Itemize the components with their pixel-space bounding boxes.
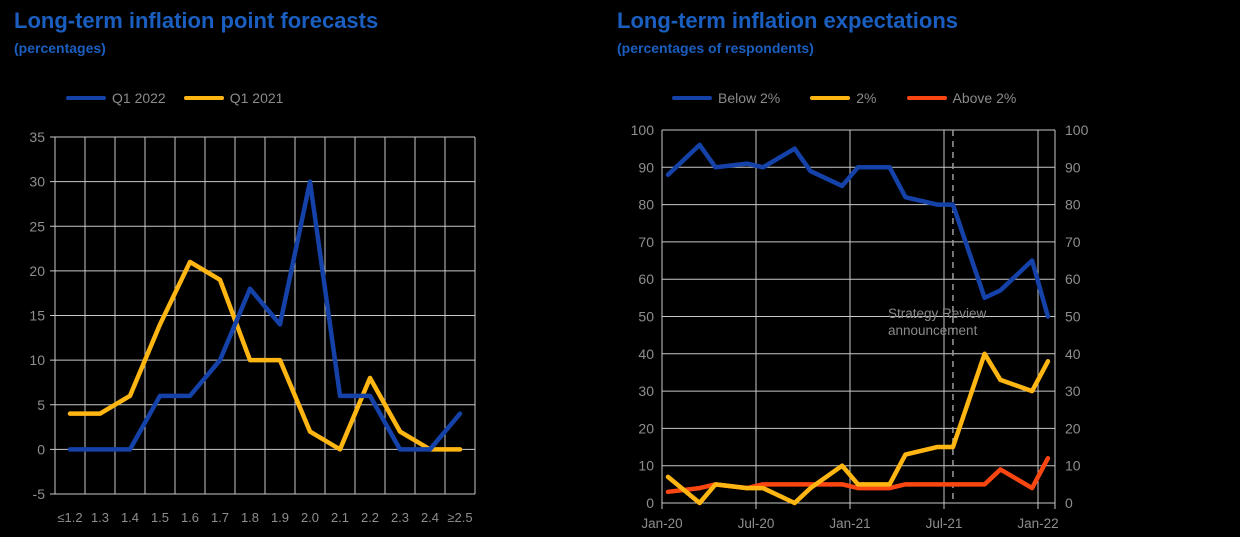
right-chart-subtitle: (percentages of respondents)	[617, 40, 814, 56]
svg-text:90: 90	[1065, 159, 1081, 175]
left-grid	[54, 136, 476, 495]
svg-text:≤1.2: ≤1.2	[57, 510, 82, 525]
svg-text:30: 30	[638, 383, 654, 399]
svg-text:10: 10	[1065, 458, 1081, 474]
svg-text:Jan-20: Jan-20	[641, 516, 682, 531]
strategy-review-annotation-line1: Strategy Review	[888, 306, 987, 321]
svg-text:0: 0	[37, 441, 45, 457]
svg-text:1.8: 1.8	[241, 510, 259, 525]
svg-text:100: 100	[631, 122, 655, 138]
svg-text:0: 0	[1065, 495, 1073, 511]
svg-text:70: 70	[638, 234, 654, 250]
svg-text:25: 25	[29, 218, 45, 234]
q1-2021-line	[67, 259, 463, 452]
legend-item-two-pct: 2%	[810, 90, 877, 106]
right-chart-right-y-labels: 0 10 20 30 40 50 60 70 80 90 100	[1065, 122, 1089, 511]
svg-text:20: 20	[29, 263, 45, 279]
right-chart-left-y-labels: 0 10 20 30 40 50 60 70 80 90 100	[631, 122, 655, 511]
right-chart-legend: Below 2% 2% Above 2%	[672, 90, 1016, 106]
two-pct-legend-label: 2%	[856, 90, 877, 106]
left-x-axis-labels: ≤1.2 1.3 1.4 1.5 1.6 1.7 1.8 1.9 2.0 2.1 2.2 2.3 2.4…	[57, 510, 472, 525]
svg-text:2.4: 2.4	[421, 510, 439, 525]
svg-text:1.9: 1.9	[271, 510, 289, 525]
q1-2022-swatch	[66, 95, 106, 101]
legend-item-q1-2022: Q1 2022	[66, 90, 166, 106]
left-chart-title: Long-term inflation point forecasts	[14, 8, 379, 33]
below-2-line	[665, 142, 1051, 319]
svg-text:≥2.5: ≥2.5	[447, 510, 472, 525]
legend-item-q1-2021: Q1 2021	[183, 90, 284, 106]
2-line	[665, 351, 1051, 506]
left-y-axis-labels: -5 0 5 10 15 20 25 30 35	[29, 129, 45, 502]
svg-text:30: 30	[1065, 383, 1081, 399]
svg-text:30: 30	[29, 174, 45, 190]
svg-text:80: 80	[1065, 197, 1081, 213]
svg-text:Jan-22: Jan-22	[1017, 516, 1058, 531]
svg-text:1.4: 1.4	[121, 510, 139, 525]
svg-text:70: 70	[1065, 234, 1081, 250]
svg-text:60: 60	[1065, 271, 1081, 287]
svg-text:1.7: 1.7	[211, 510, 229, 525]
legend-item-below-2pct: Below 2%	[672, 90, 780, 106]
right-axis-ticks	[661, 503, 1056, 509]
q1-2022-legend-label: Q1 2022	[112, 90, 166, 106]
left-chart-subtitle: (percentages)	[14, 40, 106, 56]
svg-text:20: 20	[638, 420, 654, 436]
svg-text:10: 10	[29, 352, 45, 368]
right-grid	[661, 129, 1056, 504]
two-pct-swatch	[810, 95, 851, 101]
svg-text:10: 10	[638, 458, 654, 474]
svg-text:2.0: 2.0	[301, 510, 319, 525]
svg-text:80: 80	[638, 197, 654, 213]
q1-2021-legend-label: Q1 2021	[229, 90, 284, 106]
svg-text:15: 15	[29, 308, 45, 324]
left-chart-legend: Q1 2022 Q1 2021	[66, 90, 283, 106]
svg-text:Jul-21: Jul-21	[926, 516, 963, 531]
svg-text:50: 50	[638, 309, 654, 325]
legend-item-above-2pct: Above 2%	[906, 90, 1017, 106]
svg-text:-5: -5	[33, 486, 46, 502]
right-x-axis-labels: Jan-20 Jul-20 Jan-21 Jul-21 Jan-22	[641, 516, 1058, 531]
svg-text:20: 20	[1065, 420, 1081, 436]
left-chart-plot: -5 0 5 10 15 20 25 30 35 ≤1.2 1.3 1.4 1.5 1.6 1.7 1.8 1.…	[29, 129, 476, 525]
right-chart-title: Long-term inflation expectations	[617, 8, 959, 33]
svg-text:Jan-21: Jan-21	[829, 516, 870, 531]
right-chart-plot: 0 10 20 30 40 50 60 70 80 90 100 0 10 20 30 40 50 60 70 80 9…	[631, 122, 1089, 531]
above-2pct-swatch	[906, 95, 947, 101]
svg-text:40: 40	[1065, 346, 1081, 362]
below-2pct-swatch	[672, 95, 712, 101]
strategy-review-annotation-line2: announcement	[888, 323, 978, 338]
svg-text:1.5: 1.5	[151, 510, 169, 525]
svg-text:Jul-20: Jul-20	[738, 516, 775, 531]
svg-text:0: 0	[646, 495, 654, 511]
svg-text:2.3: 2.3	[391, 510, 409, 525]
svg-text:100: 100	[1065, 122, 1089, 138]
svg-text:2.2: 2.2	[361, 510, 379, 525]
svg-text:1.3: 1.3	[91, 510, 109, 525]
svg-text:1.6: 1.6	[181, 510, 199, 525]
svg-text:50: 50	[1065, 309, 1081, 325]
svg-text:90: 90	[638, 159, 654, 175]
q1-2021-swatch	[183, 95, 224, 101]
strategy-review-annotation: Strategy Review announcement	[888, 305, 986, 339]
svg-text:60: 60	[638, 271, 654, 287]
svg-text:2.1: 2.1	[331, 510, 349, 525]
svg-text:40: 40	[638, 346, 654, 362]
below-2pct-legend-label: Below 2%	[718, 90, 781, 106]
q1-2022-line	[67, 179, 463, 452]
above-2pct-legend-label: Above 2%	[952, 90, 1017, 106]
svg-text:5: 5	[37, 397, 45, 413]
svg-text:35: 35	[29, 129, 45, 145]
